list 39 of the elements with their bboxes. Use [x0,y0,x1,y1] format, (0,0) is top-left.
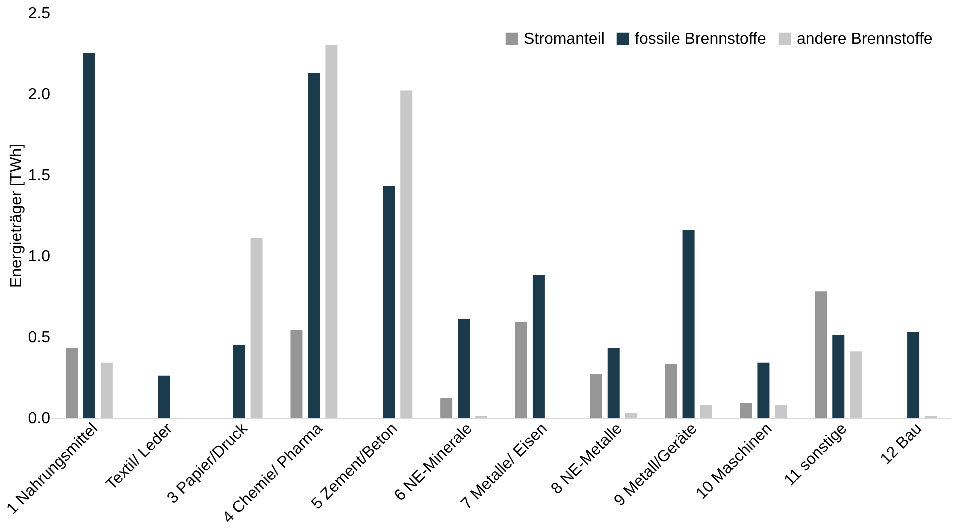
bar [625,413,638,418]
bar [700,405,712,418]
bar [290,330,303,418]
bar [440,398,453,418]
bar [590,374,602,418]
legend-label: andere Brennstoffe [797,31,933,48]
bar [383,186,396,418]
y-tick-label: 2.5 [28,6,51,22]
y-tick-label: 0.0 [28,410,51,428]
bar [665,364,678,418]
bar [775,405,788,418]
bar [850,352,862,418]
bar [66,348,78,418]
bar [682,230,695,418]
bar [400,90,413,418]
bar [326,45,338,418]
bar [832,335,845,418]
bar [815,292,828,418]
bar [515,322,528,418]
bar [608,348,620,418]
bar [758,362,770,418]
bar [740,403,752,418]
legend-label: fossile Brennstoffe [635,31,766,48]
bar [233,345,246,418]
bar [83,54,96,418]
bar [458,319,470,418]
y-axis-title: Energieträger [TWh] [8,144,26,288]
bar [100,362,113,418]
legend-label: Stromanteil [524,31,605,48]
bar [308,72,320,418]
y-tick-label: 1.0 [28,248,51,266]
bar [908,332,920,418]
bar [250,238,263,418]
x-tick-label: 12 Bau [878,420,926,468]
y-tick-label: 2.0 [28,86,51,104]
y-tick-label: 0.5 [28,330,51,346]
bar [532,275,545,418]
y-tick-label: 1.5 [28,168,51,184]
bar [158,376,170,418]
